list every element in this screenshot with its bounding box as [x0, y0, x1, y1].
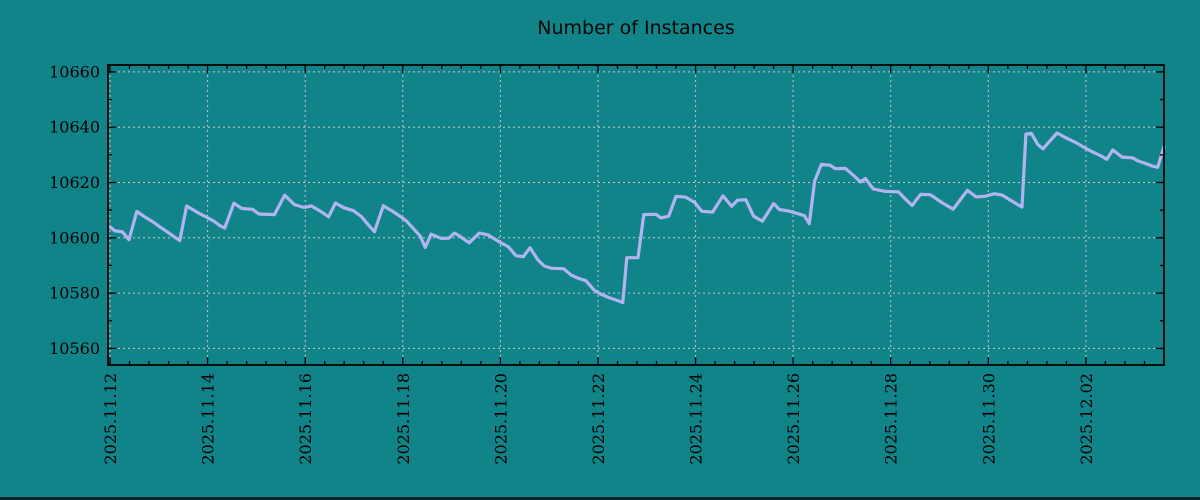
x-axis-tick-label: 2025.11.18 — [394, 373, 413, 465]
x-axis-tick-label: 2025.11.12 — [101, 373, 120, 465]
y-axis-tick-label: 10660 — [49, 62, 100, 81]
x-axis-tick-label: 2025.11.22 — [589, 373, 608, 465]
chart-title: Number of Instances — [537, 17, 735, 39]
x-axis-tick-label: 2025.11.28 — [882, 373, 901, 465]
x-axis-tick-label: 2025.11.30 — [979, 373, 998, 465]
plot-border — [107, 64, 1165, 366]
y-axis-tick-label: 10580 — [49, 284, 100, 303]
y-axis-tick-label: 10560 — [49, 339, 100, 358]
x-axis-tick-label: 2025.12.02 — [1077, 373, 1096, 465]
y-axis-tick-label: 10640 — [49, 118, 100, 137]
x-axis-tick-label: 2025.11.24 — [687, 373, 706, 465]
y-axis-tick-label: 10620 — [49, 173, 100, 192]
x-axis-tick-label: 2025.11.14 — [199, 373, 218, 465]
x-axis-tick-label: 2025.11.16 — [296, 373, 315, 465]
bottom-edge-bar — [0, 497, 1200, 500]
x-axis-tick-label: 2025.11.26 — [784, 373, 803, 465]
y-axis-tick-label: 10600 — [49, 228, 100, 247]
data-series-line — [108, 131, 1166, 305]
x-axis-tick-label: 2025.11.20 — [491, 373, 510, 465]
